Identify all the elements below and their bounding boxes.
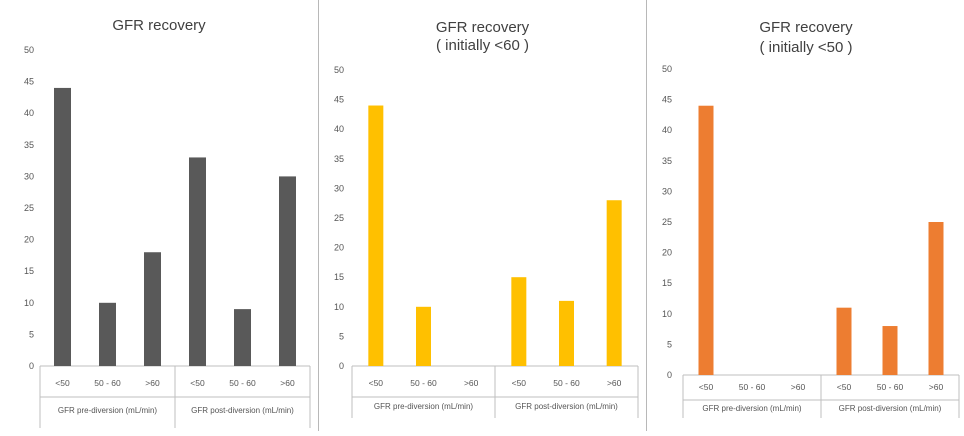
bar: [559, 300, 574, 366]
x-category-label: <50: [190, 378, 205, 388]
y-tick-label: 0: [339, 361, 344, 371]
x-group-label: GFR pre-diversion (mL/min): [702, 404, 801, 413]
y-tick-label: 50: [334, 65, 344, 75]
chart-title-line: ( initially <60 ): [436, 37, 529, 54]
x-category-label: <50: [369, 378, 384, 388]
x-group-label: GFR pre-diversion (mL/min): [374, 402, 473, 411]
panel-divider: [646, 0, 647, 431]
chart-title-line: GFR recovery: [759, 19, 853, 36]
y-tick-label: 0: [667, 370, 672, 380]
bar: [368, 105, 384, 367]
x-category-label: >60: [145, 378, 160, 388]
y-tick-label: 10: [24, 298, 34, 308]
x-group-label: GFR pre-diversion (mL/min): [58, 406, 157, 415]
bar: [928, 222, 944, 375]
y-tick-label: 50: [662, 64, 672, 74]
bar: [511, 277, 527, 366]
y-tick-label: 35: [24, 140, 34, 150]
y-tick-label: 35: [334, 154, 344, 164]
y-tick-label: 15: [24, 266, 34, 276]
x-category-label: 50 - 60: [94, 378, 121, 388]
y-tick-label: 25: [24, 203, 34, 213]
y-tick-label: 20: [24, 235, 34, 245]
x-category-label: 50 - 60: [739, 382, 766, 392]
bar: [882, 326, 898, 375]
x-category-label: >60: [791, 382, 806, 392]
chart-svg: GFR recovery( initially <60 ) 0 5 10 15 20 25 3…: [334, 19, 639, 418]
chart-title-line: ( initially <50 ): [760, 39, 853, 56]
x-category-label: <50: [512, 378, 527, 388]
bar: [698, 105, 714, 375]
x-category-label: >60: [607, 378, 622, 388]
y-tick-label: 30: [662, 186, 672, 196]
x-group-label: GFR post-diversion (mL/min): [515, 402, 618, 411]
y-tick-label: 5: [667, 339, 672, 349]
y-tick-label: 35: [662, 156, 672, 166]
y-tick-label: 0: [29, 361, 34, 371]
y-tick-label: 40: [24, 108, 34, 118]
chart-panel-gfr-recovery: GFR recovery 0 5 10 15 20 25 30 35 40 45 50 <50 50 - …: [0, 0, 318, 431]
chart-panel-gfr-recovery-initially-below-50: GFR recovery ( initially <50 ) 0 5 10 15 20 25 3…: [648, 0, 964, 431]
x-group-label: GFR post-diversion (mL/min): [839, 404, 942, 413]
y-tick-label: 50: [24, 45, 34, 55]
chart-svg: GFR recovery 0 5 10 15 20 25 30 35 40 45 50 <50 50 - …: [24, 17, 311, 428]
y-tick-label: 45: [662, 95, 672, 105]
y-tick-label: 10: [662, 309, 672, 319]
y-tick-label: 15: [334, 272, 344, 282]
y-tick-label: 10: [334, 302, 344, 312]
chart-panel-gfr-recovery-initially-below-60: GFR recovery( initially <60 ) 0 5 10 15 20 25 3…: [320, 0, 645, 431]
bar: [99, 302, 116, 366]
x-category-label: <50: [699, 382, 714, 392]
x-category-label: 50 - 60: [553, 378, 580, 388]
y-tick-label: 5: [29, 329, 34, 339]
y-tick-label: 5: [339, 331, 344, 341]
x-category-label: >60: [280, 378, 295, 388]
y-tick-label: 30: [24, 171, 34, 181]
y-tick-label: 40: [662, 125, 672, 135]
x-category-label: >60: [464, 378, 479, 388]
y-tick-label: 20: [334, 243, 344, 253]
y-tick-label: 45: [24, 77, 34, 87]
bar: [606, 200, 622, 366]
bar: [144, 252, 161, 366]
y-tick-label: 20: [662, 248, 672, 258]
bar: [416, 306, 431, 366]
chart-title-line: GFR recovery: [436, 19, 530, 36]
x-category-label: >60: [929, 382, 944, 392]
y-tick-label: 45: [334, 95, 344, 105]
x-category-label: 50 - 60: [877, 382, 904, 392]
chart-svg: GFR recovery ( initially <50 ) 0 5 10 15 20 25 3…: [662, 19, 960, 418]
bar: [836, 307, 852, 375]
bar: [279, 176, 296, 366]
chart-title-line: GFR recovery: [112, 17, 206, 34]
y-tick-label: 25: [662, 217, 672, 227]
y-tick-label: 30: [334, 183, 344, 193]
y-tick-label: 25: [334, 213, 344, 223]
panel-divider: [318, 0, 319, 431]
x-category-label: <50: [55, 378, 70, 388]
x-group-label: GFR post-diversion (mL/min): [191, 406, 294, 415]
bar: [234, 309, 251, 366]
y-tick-label: 40: [334, 124, 344, 134]
x-category-label: 50 - 60: [410, 378, 437, 388]
x-category-label: 50 - 60: [229, 378, 256, 388]
x-category-label: <50: [837, 382, 852, 392]
bar: [54, 87, 71, 367]
bar: [189, 157, 206, 366]
y-tick-label: 15: [662, 278, 672, 288]
